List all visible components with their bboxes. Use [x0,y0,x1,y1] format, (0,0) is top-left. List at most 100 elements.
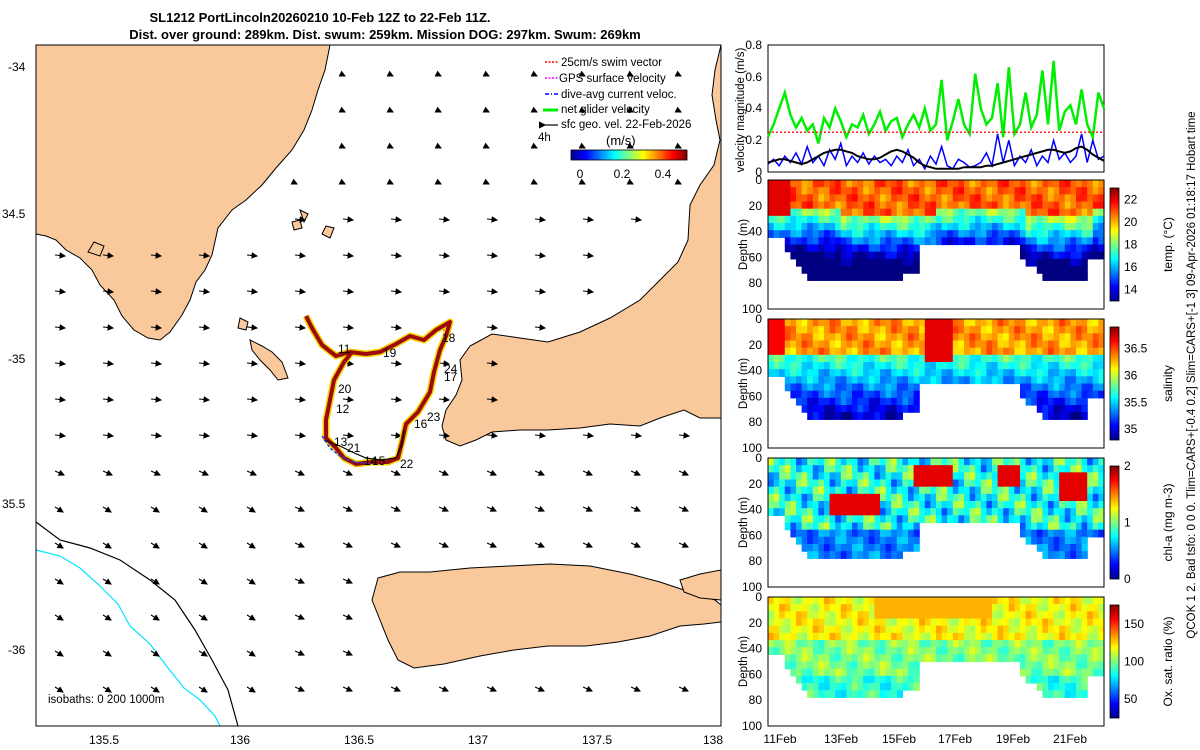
section-cell [1059,501,1066,509]
section-cell [885,390,892,399]
section-cell [779,604,786,612]
section-cell [1025,501,1032,509]
section-cell [779,180,786,188]
section-cell [857,333,864,342]
section-cell [930,362,937,370]
section-cell [1076,536,1083,545]
section-cell [1003,369,1010,377]
section-cell [896,326,903,334]
section-cell [1003,187,1010,195]
section-cell [992,654,999,663]
section-cell [807,201,814,210]
section-cell [1092,194,1099,203]
section-cell [801,258,808,267]
section-ytick: 0 [755,451,762,465]
section-cell [784,223,791,231]
section-cell [846,632,853,641]
section-cell [1092,354,1099,363]
section-cell [952,508,959,516]
section-cell [1064,675,1071,684]
section-cell [880,668,887,677]
geo-arrow [486,216,499,223]
section-cell [902,458,909,466]
section-cell [807,208,814,217]
section-cell [807,675,814,684]
geo-arrow [294,649,306,656]
section-cell [829,258,836,267]
section-cell [1064,479,1071,488]
section-cell [902,493,909,502]
section-cell [1048,522,1055,531]
section-cell [796,465,803,473]
section-cell [964,604,971,612]
section-cell [924,354,931,363]
colorbar-tick: 16 [1124,260,1138,274]
section-ytick: 40 [749,503,763,517]
section-cell [1081,458,1088,466]
section-cell [992,479,999,488]
section-cell [829,347,836,356]
section-cell [779,215,786,224]
section-cell [1076,180,1083,188]
section-cell [1042,472,1049,481]
section-cell [1087,244,1094,253]
section-cell [913,458,920,466]
section-cell [952,376,959,385]
section-cell [1092,319,1099,327]
geo-arrow [582,469,594,476]
section-cell [896,675,903,684]
section-cell [969,187,976,195]
section-cell [980,654,987,663]
section-cell [1053,683,1060,691]
section-cell [796,223,803,231]
section-cell [818,654,825,663]
section-cell [768,333,775,342]
section-cell [924,501,931,509]
section-cell [1036,597,1043,605]
section-cell [790,647,797,655]
section-cell [840,215,847,224]
lon-tick: 136.5 [344,733,374,747]
section-cell [958,326,965,334]
geo-arrow [290,178,298,185]
vel-ytick: 0.2 [745,133,762,147]
time-xtick: 11Feb [763,732,796,746]
section-cell [812,369,819,377]
section-cell [924,208,931,217]
time-xtick: 13Feb [824,732,858,746]
section-cell [852,625,859,634]
section-cell [812,340,819,349]
section-cell [1098,347,1105,356]
section-cell [980,319,987,327]
section-cell [1092,215,1099,224]
section-cell [952,654,959,663]
section-cell [1025,194,1032,203]
section-cell [1092,230,1099,238]
geo-arrow [338,70,346,77]
section-cell [952,501,959,509]
section-cell [1008,369,1015,377]
section-cell [924,230,931,238]
map-panel: 11 19 18 24 17 20 12 23 16 13 21 14 15 2… [2,44,723,747]
section-cell [1059,333,1066,342]
section-cell [790,201,797,210]
section-cell [1003,625,1010,634]
section-cell [1070,333,1077,342]
section-cell [896,273,903,281]
section-cell [986,515,993,524]
section-cell [824,215,831,224]
geo-arrow [582,432,595,439]
section-cell [801,187,808,195]
section-cell [1076,472,1083,481]
section-cell [852,515,859,524]
geo-arrow [434,178,442,185]
section-cell [986,604,993,612]
section-cell [986,354,993,363]
section-cell [857,208,864,217]
section-cell [874,544,881,552]
section-cell [818,465,825,473]
section-cell [868,508,875,516]
section-cell [840,458,847,466]
section-cell [924,493,931,502]
section-cell [1042,237,1049,246]
